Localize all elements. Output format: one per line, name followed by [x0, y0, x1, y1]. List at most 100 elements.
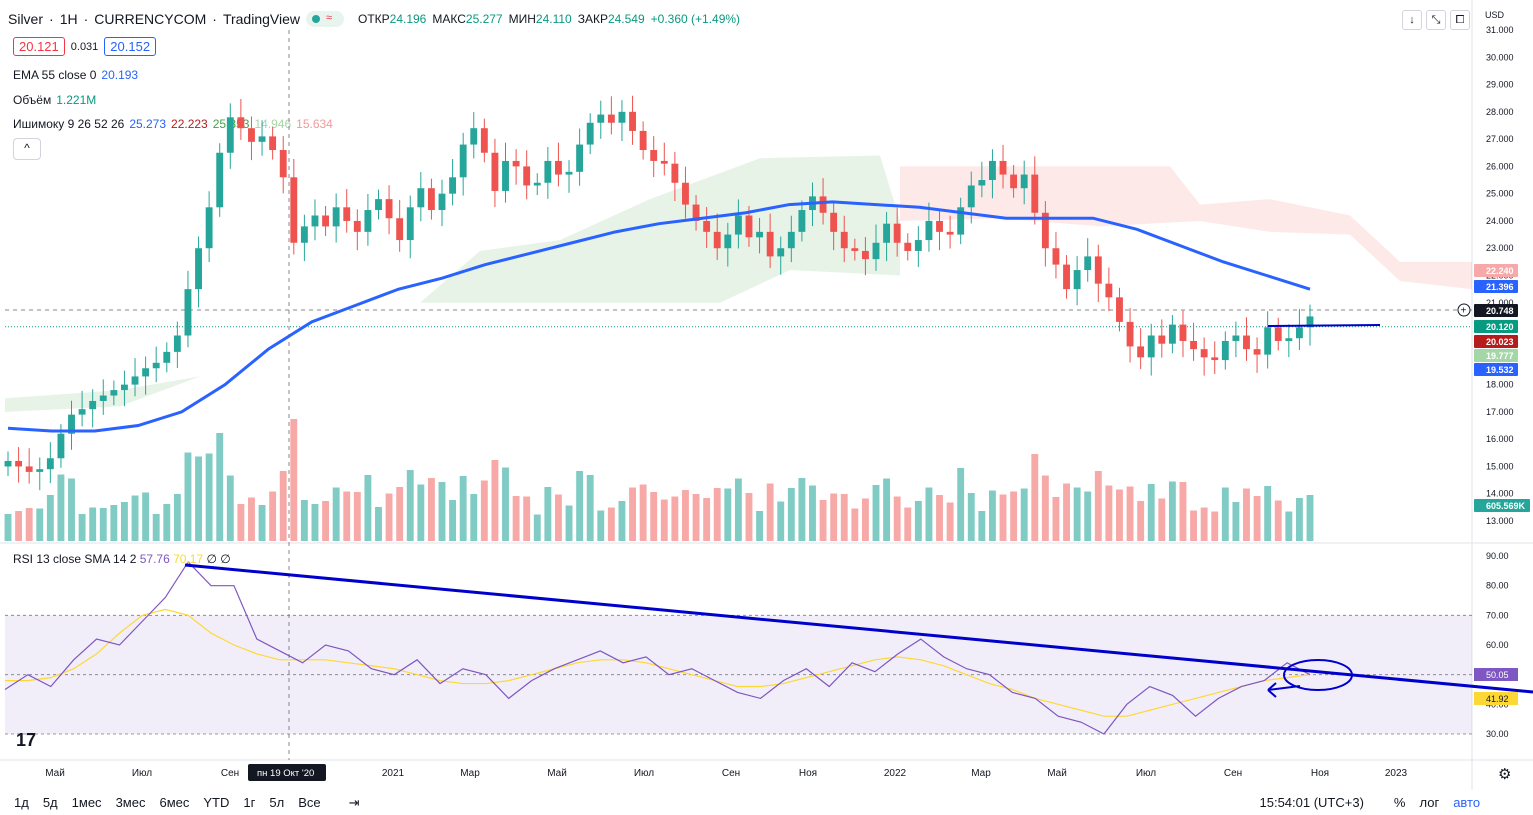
rsi-tick-label: 30.00	[1486, 729, 1509, 739]
volume-legend[interactable]: Объём 1.221M	[13, 93, 97, 107]
price-tick-label: 13.000	[1486, 516, 1514, 526]
candle-body	[734, 215, 742, 235]
volume-bar	[809, 485, 816, 541]
volume-bar	[861, 498, 869, 541]
header-sep: ·	[83, 11, 89, 27]
sell-price-button[interactable]: 20.121	[13, 37, 65, 56]
volume-bar	[671, 496, 679, 541]
volume-bar	[68, 478, 75, 541]
time-tick-label: Июл	[634, 768, 654, 779]
candle-body	[300, 226, 308, 243]
candle-body	[89, 400, 97, 410]
rsi-legend[interactable]: RSI 13 close SMA 14 2 57.76 70.17 ∅ ∅	[13, 552, 231, 566]
volume-bar	[269, 491, 277, 541]
rsi-label-text: 41.92	[1486, 694, 1509, 704]
collapse-legend-button[interactable]: ^	[13, 138, 41, 160]
range-5d[interactable]: 5д	[42, 795, 58, 810]
volume-bar	[25, 508, 33, 541]
candle-body	[195, 248, 202, 290]
range-1m[interactable]: 1мес	[71, 795, 102, 810]
range-6m[interactable]: 6мес	[159, 795, 190, 810]
fullscreen-icon[interactable]: ⧠	[1450, 10, 1470, 30]
candle-body	[290, 177, 298, 243]
volume-bar	[78, 514, 86, 541]
candle-body	[142, 368, 150, 377]
volume-bar	[195, 456, 202, 541]
price-label: 19.777	[1474, 349, 1518, 362]
candle-body	[682, 182, 689, 205]
volume-bar	[565, 505, 573, 541]
ema-legend[interactable]: EMA 55 close 0 20.193	[13, 68, 139, 82]
ichimoku-legend[interactable]: Ишимоку 9 26 52 26 25.273 22.223 25.853 …	[13, 117, 333, 131]
volume-bar	[840, 494, 848, 541]
candle-body	[1020, 174, 1028, 189]
maximize-icon[interactable]: ⤡	[1426, 10, 1446, 30]
candle-body	[671, 163, 679, 183]
range-all[interactable]: Все	[298, 795, 321, 810]
move-down-icon[interactable]: ↓	[1402, 10, 1422, 30]
log-toggle[interactable]: лог	[1419, 795, 1440, 810]
candle-body	[120, 384, 128, 391]
candle-body	[332, 207, 340, 227]
time-tick-label: Июл	[132, 768, 152, 779]
volume-bar	[1063, 483, 1070, 541]
volume-bar	[967, 493, 975, 541]
add-alert-icon[interactable]: +	[1457, 303, 1471, 317]
candle-body	[819, 196, 827, 213]
volume-bar	[1020, 488, 1028, 541]
volume-bar	[893, 496, 901, 541]
volume-bar	[417, 484, 425, 541]
symbol-name[interactable]: Silver	[8, 11, 44, 27]
candle-body	[1073, 270, 1081, 290]
price-label: 20.023	[1474, 335, 1518, 348]
price-label-bg	[1474, 499, 1530, 512]
volume-bar	[914, 501, 922, 541]
candle-body	[724, 234, 732, 249]
price-tick-label: 31.000	[1486, 25, 1514, 35]
rsi-label-bg	[1474, 668, 1518, 681]
volume-bar	[607, 507, 615, 541]
settings-gear-icon[interactable]: ⚙	[1498, 766, 1511, 783]
volume-bar	[1264, 486, 1272, 541]
buy-price-button[interactable]: 20.152	[104, 37, 157, 56]
candle-body	[586, 122, 594, 145]
candle-body	[502, 160, 509, 191]
range-1d[interactable]: 1д	[14, 795, 29, 810]
percent-toggle[interactable]: %	[1393, 795, 1406, 810]
volume-bar	[364, 475, 372, 541]
volume-bar	[777, 501, 785, 541]
rsi-tick-label: 70.00	[1486, 610, 1509, 620]
volume-bar	[1147, 484, 1155, 541]
candle-body	[597, 114, 605, 123]
crosshair-date-bg	[248, 764, 326, 781]
candle-body	[639, 130, 647, 151]
price-label-text: 19.532	[1486, 365, 1514, 375]
range-ytd[interactable]: YTD	[203, 795, 230, 810]
volume-bar	[427, 478, 435, 541]
candle-body	[1158, 335, 1166, 344]
candle-body	[565, 171, 573, 175]
volume-bar	[639, 484, 647, 541]
range-1y[interactable]: 1г	[243, 795, 256, 810]
candle-body	[544, 160, 552, 183]
auto-toggle[interactable]: авто	[1453, 795, 1481, 810]
market-status-icon[interactable]: ≈	[305, 11, 344, 27]
candle-body	[1232, 335, 1240, 341]
go-to-date-icon[interactable]: ⇥	[348, 794, 360, 810]
candle-body	[830, 212, 838, 232]
range-5y[interactable]: 5л	[269, 795, 285, 810]
volume-bar	[586, 475, 594, 541]
candle-body	[978, 180, 986, 186]
range-3m[interactable]: 3мес	[115, 795, 146, 810]
candle-body	[756, 231, 764, 238]
volume-bar	[576, 471, 584, 541]
candle-body	[533, 182, 541, 186]
rsi-label-text: 50.05	[1486, 670, 1509, 680]
price-tick-label: 15.000	[1486, 461, 1514, 471]
candle-body	[967, 185, 975, 208]
clock-time[interactable]: 15:54:01 (UTC+3)	[1259, 795, 1364, 810]
time-tick-label: Июл	[1136, 768, 1156, 779]
time-tick-label: Сен	[1224, 768, 1242, 779]
interval[interactable]: 1H	[59, 11, 78, 27]
